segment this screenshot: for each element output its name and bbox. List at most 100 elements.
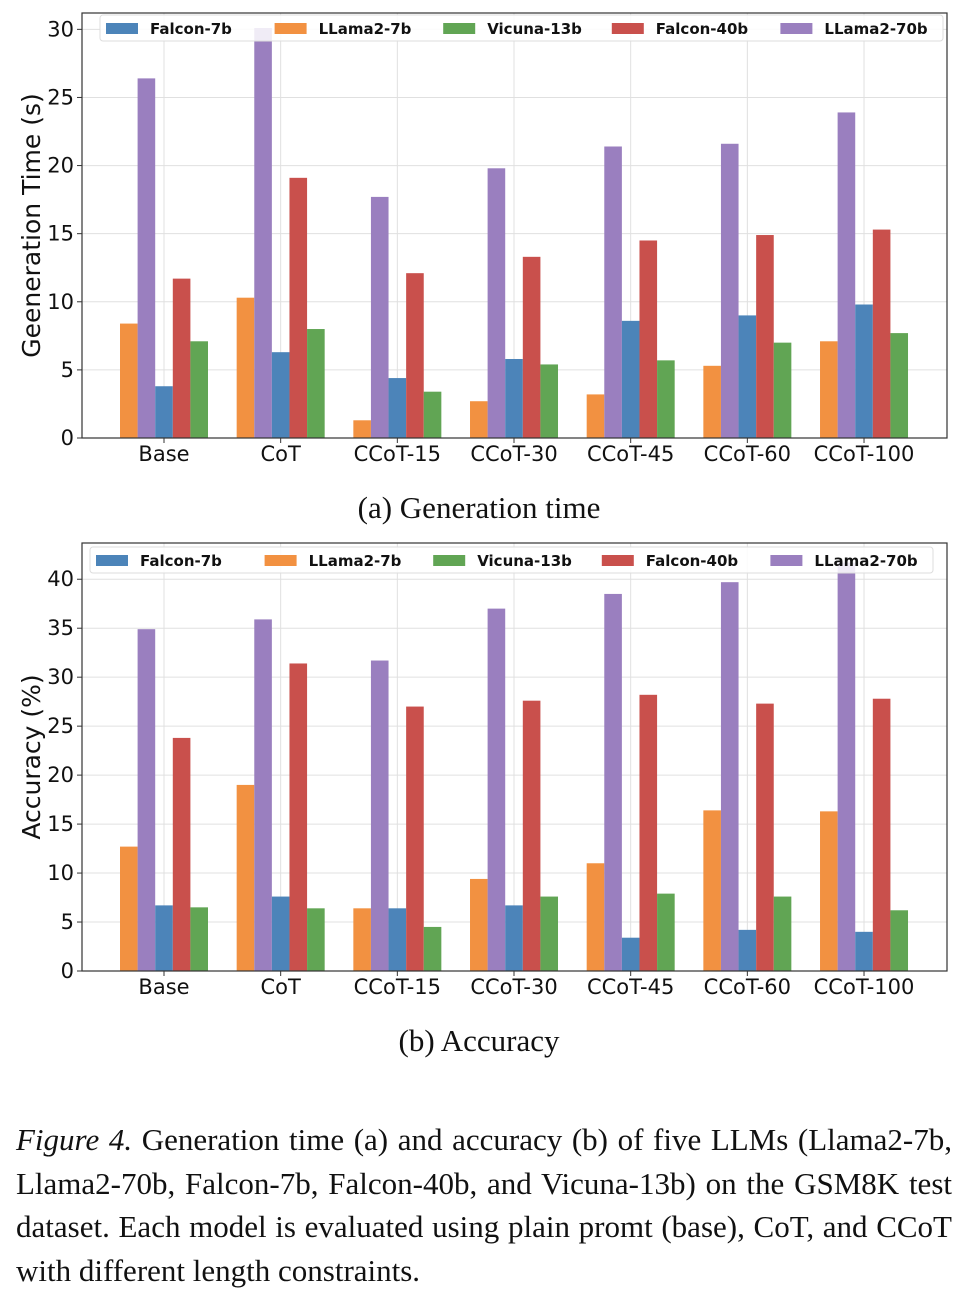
legend-label: LLama2-70b	[814, 552, 918, 570]
legend-label: LLama2-70b	[824, 20, 928, 38]
y-tick-label: 20	[47, 154, 74, 178]
bar-llama2-7b-ccot-45	[586, 394, 605, 438]
bar-vicuna-13b-ccot-45	[657, 360, 675, 438]
bar-llama2-70b-ccot-60	[720, 143, 739, 438]
y-tick-label: 10	[47, 861, 74, 885]
legend-swatch	[264, 555, 297, 566]
legend-swatch	[96, 555, 128, 566]
bar-vicuna-13b-cot	[307, 908, 325, 971]
y-tick-label: 5	[61, 358, 74, 382]
y-tick-label: 0	[61, 959, 74, 983]
bar-llama2-7b-ccot-100	[820, 811, 838, 971]
x-tick-label: Base	[138, 975, 189, 999]
bar-llama2-7b-ccot-60	[703, 810, 721, 971]
subtitle-a: (a) Generation time	[357, 490, 601, 525]
bar-falcon-7b-ccot-45	[621, 320, 640, 438]
bar-llama2-70b-ccot-15	[370, 660, 389, 971]
x-tick-label: CCoT-45	[587, 442, 674, 466]
bar-falcon-40b-cot	[289, 177, 308, 438]
x-tick-label: CCoT-100	[814, 442, 915, 466]
bar-falcon-7b-base	[155, 905, 173, 971]
bar-llama2-70b-ccot-100	[837, 112, 856, 439]
y-axis-label: Accuracy (%)	[17, 674, 46, 839]
bar-falcon-40b-ccot-15	[406, 706, 424, 971]
y-tick-label: 35	[47, 616, 74, 640]
bar-falcon-40b-base	[172, 737, 191, 971]
legend-label: Falcon-40b	[656, 20, 749, 38]
bar-llama2-70b-ccot-45	[604, 146, 622, 438]
bar-vicuna-13b-ccot-30	[540, 364, 559, 438]
bar-vicuna-13b-cot	[307, 329, 325, 438]
bar-llama2-7b-ccot-15	[353, 420, 371, 438]
legend-swatch	[611, 23, 644, 34]
x-tick-label: CCoT-60	[704, 975, 791, 999]
bar-falcon-40b-ccot-15	[406, 273, 424, 438]
bar-llama2-70b-cot	[254, 619, 272, 971]
bar-vicuna-13b-ccot-100	[890, 910, 909, 971]
x-tick-label: Base	[138, 442, 189, 466]
bar-falcon-40b-ccot-30	[522, 256, 541, 438]
legend-swatch	[770, 555, 803, 566]
legend-label: LLama2-7b	[309, 552, 402, 570]
x-tick-label: CCoT-30	[470, 442, 557, 466]
legend-label: Falcon-40b	[646, 552, 739, 570]
bar-falcon-7b-ccot-100	[855, 304, 873, 438]
bar-falcon-40b-base	[172, 278, 191, 438]
bar-falcon-7b-ccot-100	[855, 931, 873, 971]
bar-falcon-7b-cot	[271, 896, 290, 971]
legend-swatch	[274, 23, 307, 34]
bar-vicuna-13b-ccot-30	[540, 896, 559, 971]
y-tick-label: 25	[47, 714, 74, 738]
bar-falcon-40b-ccot-60	[756, 235, 774, 438]
bar-llama2-7b-ccot-100	[820, 341, 838, 438]
bar-llama2-70b-ccot-15	[370, 196, 389, 438]
bar-llama2-70b-ccot-100	[837, 562, 856, 971]
legend-swatch	[106, 23, 138, 34]
bar-llama2-7b-cot	[236, 297, 255, 438]
bar-vicuna-13b-ccot-45	[657, 893, 675, 971]
x-tick-label: CoT	[260, 442, 301, 466]
x-tick-label: CCoT-30	[470, 975, 557, 999]
bar-falcon-7b-ccot-15	[388, 908, 407, 971]
bar-falcon-7b-ccot-15	[388, 378, 407, 438]
axes-frame	[81, 12, 948, 439]
legend-box	[89, 546, 934, 574]
bar-falcon-7b-cot	[271, 352, 290, 438]
bar-llama2-7b-ccot-30	[470, 401, 488, 438]
bar-llama2-7b-ccot-15	[353, 908, 371, 971]
bar-llama2-7b-cot	[236, 784, 255, 971]
x-tick-label: CoT	[260, 975, 301, 999]
bar-vicuna-13b-ccot-60	[773, 896, 792, 971]
legend-swatch	[433, 555, 466, 566]
y-tick-label: 15	[47, 222, 74, 246]
axes-frame	[81, 542, 948, 972]
y-tick-label: 15	[47, 812, 74, 836]
x-tick-label: CCoT-15	[354, 442, 441, 466]
bar-llama2-70b-ccot-45	[604, 593, 622, 971]
bar-falcon-40b-cot	[289, 663, 308, 971]
bar-llama2-70b-ccot-30	[487, 168, 506, 439]
bar-llama2-7b-base	[120, 323, 138, 438]
bar-falcon-40b-ccot-45	[639, 240, 658, 438]
bar-falcon-7b-ccot-45	[621, 937, 640, 971]
legend-label: LLama2-7b	[319, 20, 412, 38]
legend-label: Vicuna-13b	[487, 20, 582, 38]
y-tick-label: 40	[47, 567, 74, 591]
y-tick-label: 0	[61, 426, 74, 450]
x-tick-label: CCoT-45	[587, 975, 674, 999]
caption-text: Generation time (a) and accuracy (b) of …	[16, 1122, 952, 1288]
x-tick-label: CCoT-60	[704, 442, 791, 466]
bar-falcon-40b-ccot-45	[639, 694, 658, 971]
bar-llama2-70b-base	[137, 78, 156, 438]
y-tick-label: 30	[47, 665, 74, 689]
bar-vicuna-13b-base	[190, 341, 208, 438]
legend-label: Falcon-7b	[140, 552, 222, 570]
bar-vicuna-13b-ccot-15	[423, 926, 442, 971]
bar-falcon-40b-ccot-30	[522, 700, 541, 971]
subtitle-b: (b) Accuracy	[398, 1023, 560, 1058]
bar-falcon-7b-ccot-30	[505, 905, 523, 971]
x-tick-label: CCoT-100	[814, 975, 915, 999]
bar-llama2-70b-ccot-30	[487, 608, 506, 971]
legend-swatch	[443, 23, 476, 34]
